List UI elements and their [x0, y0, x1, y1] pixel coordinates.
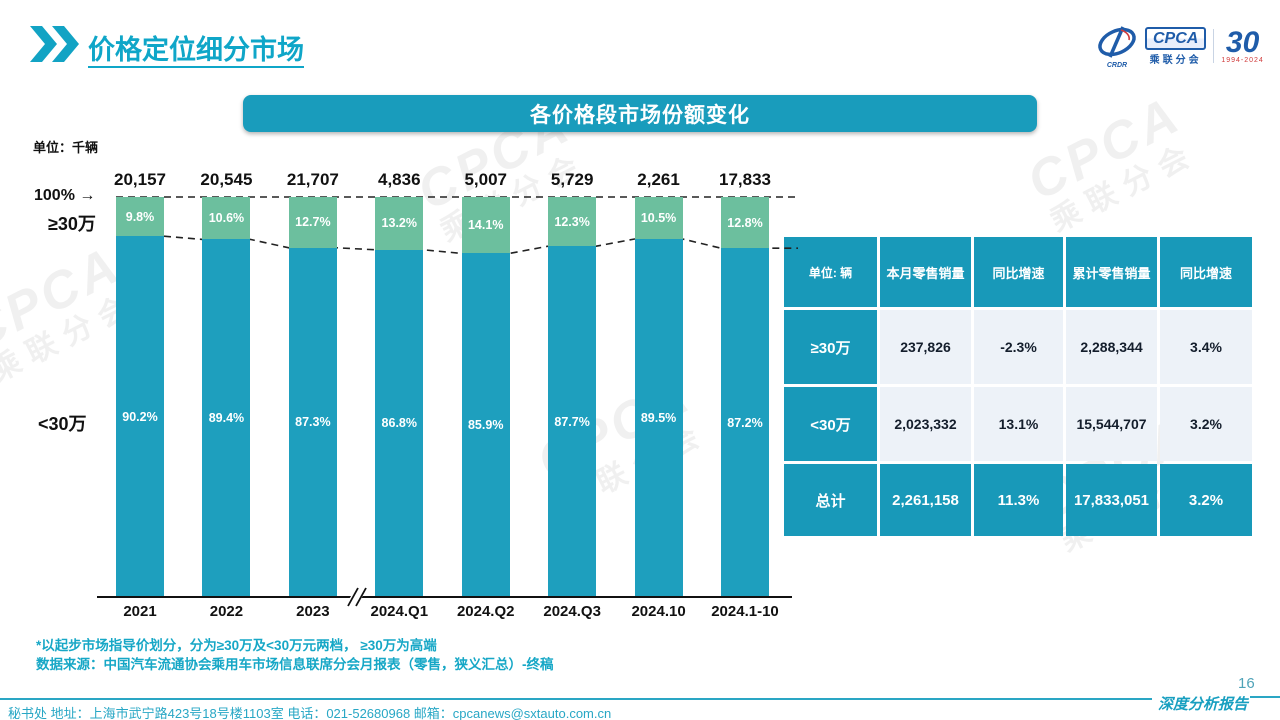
bar-group: 12.7% 87.3%: [288, 197, 337, 597]
bar-group: 12.8% 87.2%: [721, 197, 769, 597]
bar-total-label: 5,007: [464, 170, 507, 189]
axis-100pct-label: 100% →: [34, 187, 96, 204]
page-number: 16: [1238, 675, 1255, 692]
table-cell: 15,544,707: [1066, 387, 1157, 461]
footnotes: *以起步市场指导价划分，分为≥30万及<30万元两档， ≥30万为高端 数据来源…: [36, 636, 554, 674]
table-cell: 237,826: [880, 310, 971, 384]
bar-segment-ge30: 14.1%: [461, 197, 510, 254]
bar-total-label: 5,729: [550, 170, 594, 189]
anniversary-30: 30: [1225, 25, 1260, 59]
footer-divider-line: [0, 698, 1152, 700]
bar-segment-lt30: 85.9%: [461, 253, 510, 597]
bar-segment-ge30: 12.8%: [721, 197, 769, 249]
table-cell: 3.2%: [1160, 387, 1252, 461]
x-axis-tick-label: 2021: [123, 603, 157, 620]
table-header-row: 单位: 辆 本月零售销量 同比增速 累计零售销量 同比增速: [784, 237, 1252, 307]
cpca-subtitle: 乘联分会: [1149, 54, 1202, 66]
x-axis-tick-label: 2024.Q3: [543, 603, 601, 620]
footer-contact: 秘书处 地址：上海市武宁路423号18号楼1103室 电话：021-526809…: [8, 706, 612, 720]
svg-text:CRDR: CRDR: [1107, 62, 1127, 69]
bar-segment-lt30: 86.8%: [375, 249, 424, 597]
logo-divider: [1213, 29, 1215, 63]
bar-group: 14.1% 85.9%: [461, 197, 510, 597]
footnote-definition: *以起步市场指导价划分，分为≥30万及<30万元两档， ≥30万为高端: [36, 638, 437, 653]
x-axis-tick-label: 2024.1-10: [711, 603, 779, 620]
x-axis-tick-label: 2023: [296, 603, 330, 620]
table-cell: -2.3%: [974, 310, 1063, 384]
bar-segment-ge30: 13.2%: [375, 197, 424, 250]
table-header-cum-retail: 累计零售销量: [1066, 237, 1157, 307]
footnote-source: 数据来源：中国汽车流通协会乘用车市场信息联席分会月报表（零售，狭义汇总）-终稿: [36, 657, 554, 672]
bar-group: 10.6% 89.4%: [202, 197, 251, 597]
x-axis-tick-label: 2024.10: [631, 603, 686, 620]
arrow-right-icon: →: [79, 187, 96, 204]
bar-segment-ge30: 9.8%: [116, 197, 164, 237]
table-header-cum-yoy: 同比增速: [1160, 237, 1252, 307]
bar-segment-ge30: 10.6%: [202, 197, 251, 240]
chart-title-banner: 各价格段市场份额变化: [243, 95, 1037, 132]
cpca-swoosh-icon: CRDR: [1098, 26, 1136, 69]
bar-total-label: 2,261: [637, 170, 680, 189]
table-cell: 11.3%: [974, 464, 1063, 536]
bar-total-label: 21,707: [286, 170, 339, 189]
table-cell: 2,288,344: [1066, 310, 1157, 384]
bar-segment-lt30: 89.5%: [634, 239, 683, 597]
report-type-label: 深度分析报告: [1158, 695, 1249, 713]
table-cell: 2,023,332: [880, 387, 971, 461]
bar-segment-ge30: 12.3%: [548, 197, 597, 247]
bar-group: 10.5% 89.5%: [634, 197, 683, 597]
table-row: <30万 2,023,332 13.1% 15,544,707 3.2%: [784, 387, 1252, 461]
bar-total-label: 20,545: [200, 170, 253, 189]
x-axis-tick-label: 2022: [209, 603, 244, 620]
x-axis-tick-label: 2024.Q1: [370, 603, 429, 620]
bar-segment-ge30: 10.5%: [634, 197, 683, 239]
table-row: ≥30万 237,826 -2.3% 2,288,344 3.4%: [784, 310, 1252, 384]
bar-total-label: 4,836: [378, 170, 421, 189]
table-cell: 2,261,158: [880, 464, 971, 536]
footer-divider-line-right: [1250, 696, 1280, 698]
unit-label: 单位：千辆: [33, 140, 99, 155]
table-total-row: 总计 2,261,158 11.3% 17,833,051 3.2%: [784, 464, 1252, 536]
table-cell: 13.1%: [974, 387, 1063, 461]
table-header-month-retail: 本月零售销量: [880, 237, 971, 307]
segment-data-table: 单位: 辆 本月零售销量 同比增速 累计零售销量 同比增速 ≥30万 237,8…: [781, 234, 1255, 539]
bar-segment-lt30: 87.2%: [721, 248, 769, 597]
bar-segment-lt30: 87.3%: [288, 247, 337, 597]
table-header-yoy: 同比增速: [974, 237, 1063, 307]
bar-total-label: 17,833: [719, 170, 771, 189]
page-title: 价格定位细分市场: [88, 35, 304, 65]
series-lt30-label: <30万: [38, 414, 87, 434]
table-header-unit: 单位: 辆: [784, 237, 877, 307]
table-cell: 3.2%: [1160, 464, 1252, 536]
double-chevron-icon: [30, 26, 79, 62]
bar-segment-lt30: 90.2%: [116, 236, 164, 597]
cpca-wordmark: CPCA: [1145, 26, 1207, 50]
table-cell: 17,833,051: [1066, 464, 1157, 536]
bar-segment-ge30: 12.7%: [288, 197, 337, 248]
bar-group: 12.3% 87.7%: [548, 197, 597, 597]
series-ge30-label: ≥30万: [48, 214, 96, 234]
bar-segment-lt30: 87.7%: [548, 246, 597, 597]
x-axis-tick-label: 2024.Q2: [456, 603, 515, 620]
bar-group: 13.2% 86.8%: [375, 197, 424, 597]
table-cell: 3.4%: [1160, 310, 1252, 384]
bar-total-label: 20,157: [114, 170, 166, 189]
row-label: 总计: [784, 464, 877, 536]
row-label: ≥30万: [784, 310, 877, 384]
bar-group: 9.8% 90.2%: [116, 197, 164, 597]
cpca-logo: CRDR CPCA 乘联分会 30 1994-2024: [1096, 22, 1264, 70]
bar-segment-lt30: 89.4%: [202, 239, 251, 597]
anniversary-years: 1994-2024: [1221, 56, 1264, 64]
row-label: <30万: [784, 387, 877, 461]
